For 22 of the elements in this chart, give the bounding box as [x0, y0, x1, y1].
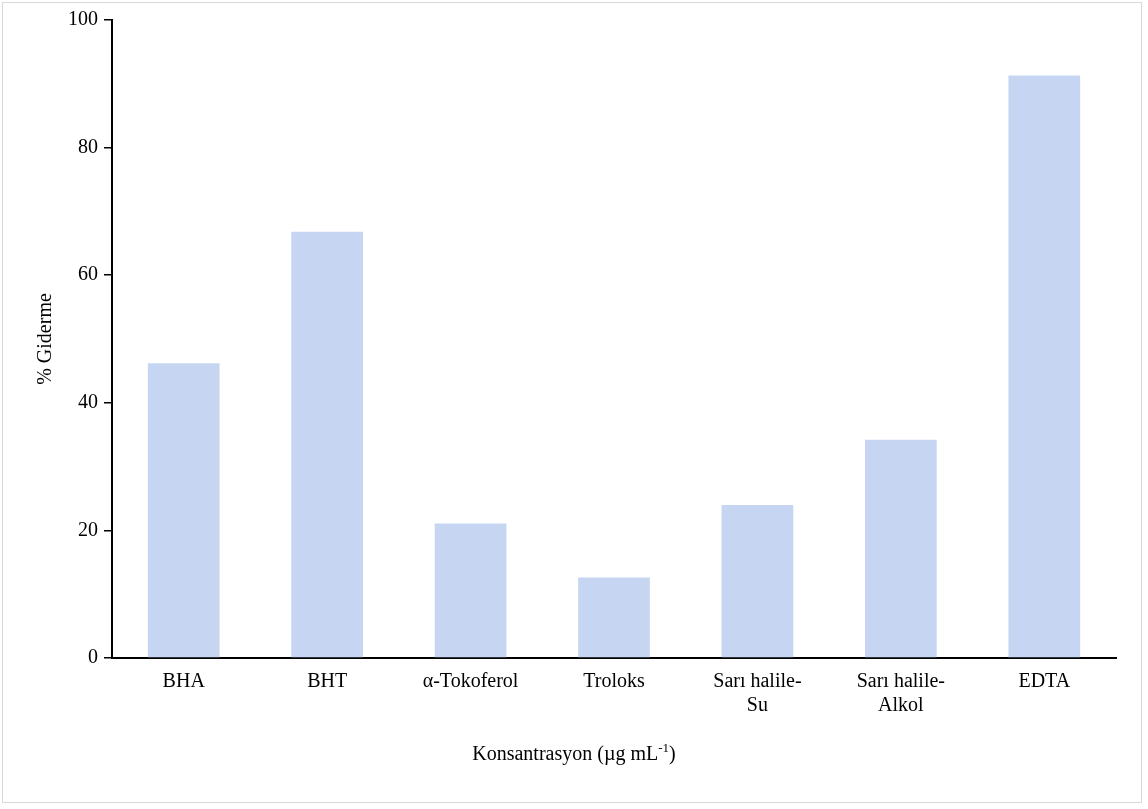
x-axis-title: Konsantrasyon (µg mL$^{-1}$) [471, 740, 677, 765]
y-tick-label: 80 [78, 134, 98, 157]
x-tick-label: Troloks [583, 669, 645, 692]
y-tick-label: 100 [68, 7, 98, 30]
y-tick-label: 40 [78, 390, 98, 413]
y-tick-label: 20 [78, 517, 98, 540]
bar [721, 504, 794, 658]
bar [291, 231, 363, 658]
bar [147, 363, 220, 658]
bar [865, 439, 937, 658]
x-tick-label: EDTA [1018, 669, 1071, 692]
y-axis-title: % Giderme [33, 293, 56, 385]
x-tick-label: BHA [162, 669, 206, 692]
x-tick-label: Sarı halile-Alkol [856, 669, 946, 716]
y-tick-label: 0 [88, 645, 98, 668]
bar [578, 577, 650, 658]
bar [434, 523, 507, 658]
y-tick-label: 60 [78, 262, 98, 285]
x-tick-label: α-Tokoferol [422, 669, 519, 692]
x-tick-label: BHT [307, 669, 348, 692]
x-tick-label: Sarı halile-Su [713, 669, 802, 716]
bar [1008, 75, 1081, 658]
